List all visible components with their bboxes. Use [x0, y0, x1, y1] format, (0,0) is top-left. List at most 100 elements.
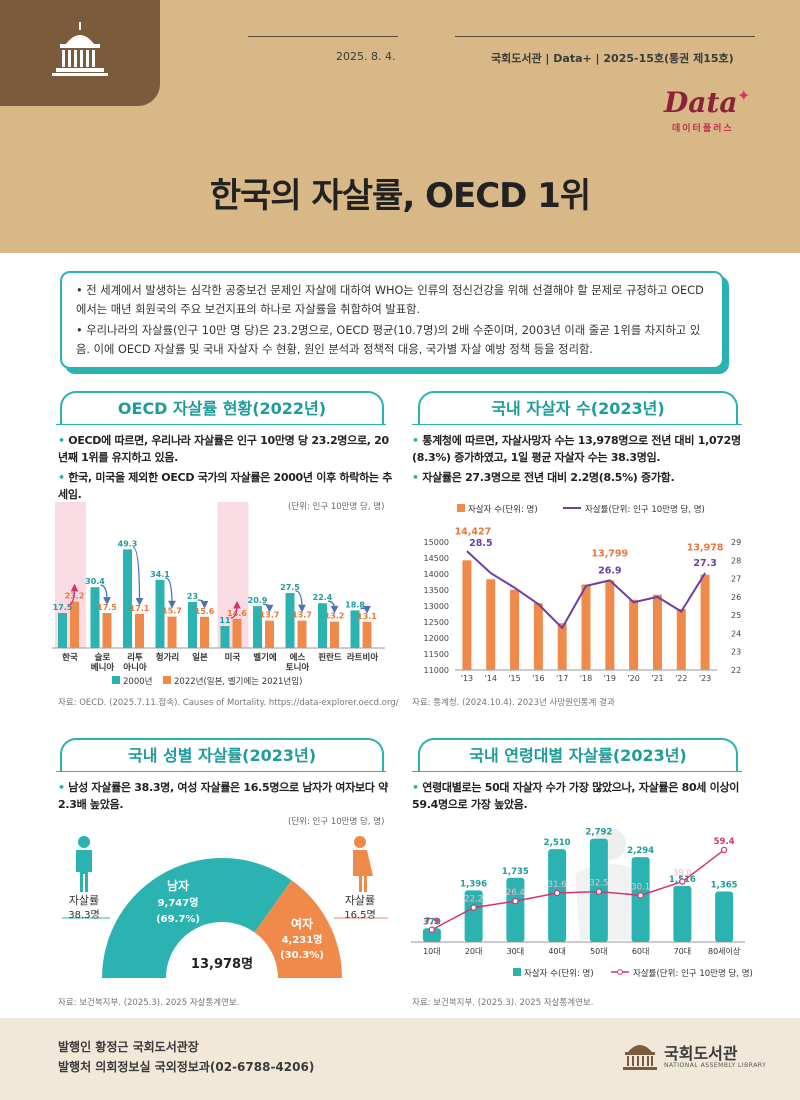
publication-info: 국회도서관 | Data+ | 2025-15호(통권 제15호)	[491, 52, 734, 65]
age-x-tick-6: 70대	[674, 947, 692, 956]
oecd-bar-chart: 17.523.2한국30.417.5슬로베니아49.317.1리투아니아34.1…	[52, 502, 385, 687]
age-x-tick-7: 80세이상	[708, 946, 741, 956]
bar-2000-1	[90, 587, 100, 648]
label-2000-3: 34.1	[150, 570, 170, 579]
trend-arrow-7	[295, 590, 306, 613]
bar-2000-6	[253, 606, 262, 648]
x-tick-3: '16	[532, 674, 544, 683]
label-2000-0: 17.5	[53, 603, 73, 612]
age-rate-label-4: 32.5	[589, 879, 608, 889]
x-tick-0: '13	[461, 674, 473, 683]
category-label-2-0: 리투	[127, 652, 143, 663]
panel-rule-gender	[56, 771, 386, 772]
age-x-tick-5: 60대	[632, 947, 650, 956]
legend-label-rate: 자살률(단위: 인구 10만명 당, 명)	[585, 504, 705, 515]
panel-title-oecd: OECD 자살률 현황(2022년)	[60, 391, 384, 425]
domestic-bullet-text-2: 자살률은 27.3명으로 전년 대비 2.2명(8.5%) 증가함.	[422, 471, 675, 484]
legend-label-2022: 2022년(일본, 벨기에는 2021년임)	[174, 676, 302, 687]
age-rate-point-5	[637, 892, 644, 899]
count-label-6: 13,799	[591, 548, 628, 559]
gender-source: 자료: 보건복지부. (2025.3). 2025 자살통계연보.	[58, 998, 240, 1008]
female-percent: (30.3%)	[280, 950, 324, 961]
count-bar-7	[629, 599, 639, 670]
bar-2000-5	[220, 626, 230, 648]
oecd-bullet-text-1: OECD에 따르면, 우리나라 자살률은 인구 10만명 당 23.2명으로, …	[58, 434, 389, 464]
rate-label-10: 27.3	[693, 558, 716, 569]
label-2000-8: 22.4	[313, 593, 333, 602]
bar-2022-5	[232, 618, 242, 648]
y-left-tick-0: 15000	[424, 538, 449, 547]
logo-tab	[0, 0, 160, 106]
category-label-7-1: 토니아	[286, 662, 310, 673]
summary-text-1: 전 세계에서 발생하는 심각한 공중보건 문제인 자살에 대하여 WHO는 인류…	[76, 284, 704, 316]
y-left-tick-4: 13000	[424, 602, 449, 611]
age-source: 자료: 보건복지부. (2025.3). 2025 자살통계연보.	[412, 998, 594, 1008]
x-tick-10: '23	[699, 674, 711, 683]
domestic-source: 자료: 통계청. (2024.10.4). 2023년 사망원인통계 결과	[412, 698, 615, 708]
label-2022-5: 14.6	[227, 609, 247, 618]
age-rate-label-6: 39.0	[673, 869, 692, 879]
age-combo-chart: 370 10대 1,396 20대 1,735 30대 2,510 40대 2,792 50대 2,…	[411, 828, 753, 979]
bar-2022-0	[70, 601, 79, 648]
count-bar-1	[486, 579, 496, 670]
age-x-tick-1: 20대	[465, 947, 483, 956]
female-rate-value: 16.5명	[344, 909, 375, 921]
age-count-label-1: 1,396	[460, 879, 487, 889]
trend-arrow-2	[132, 546, 144, 606]
label-2000-4: 23	[187, 592, 198, 601]
age-rate-line	[431, 849, 725, 931]
category-label-1-0: 슬로	[95, 652, 111, 663]
legend-label-2000: 2000년	[123, 676, 152, 687]
trend-arrow-0	[67, 583, 79, 606]
age-rate-point-4	[595, 888, 603, 895]
count-bar-10	[700, 574, 710, 670]
domestic-bullet-2: • 자살률은 27.3명으로 전년 대비 2.2명(8.5%) 증가함.	[412, 471, 675, 484]
label-2022-1: 17.5	[97, 603, 117, 612]
age-bar-1	[464, 890, 483, 942]
oecd-source: 자료: OECD. (2025.7.11.접속). Causes of Mort…	[58, 698, 399, 708]
label-2022-8: 13.2	[325, 612, 345, 621]
summary-item-2: • 우리나라의 자살률(인구 10만 명 당)은 23.2명으로, OECD 평…	[76, 324, 701, 356]
female-label: 여자	[291, 916, 313, 931]
trend-arrow-5	[230, 600, 241, 619]
age-legend-label-count: 자살자 수(단위: 명)	[524, 968, 594, 979]
age-bar-7	[715, 891, 734, 942]
x-tick-4: '17	[556, 674, 568, 683]
male-person-icon	[78, 836, 90, 848]
age-x-tick-2: 30대	[507, 947, 525, 956]
summary-text-2: 우리나라의 자살률(인구 10만 명 당)은 23.2명으로, OECD 평균(…	[76, 324, 701, 356]
age-rate-label-5: 30.1	[631, 882, 650, 892]
x-tick-7: '20	[627, 674, 639, 683]
label-2022-9: 13.1	[357, 612, 377, 621]
category-label-8-0: 핀란드	[318, 652, 342, 663]
domestic-bullet-1: • 통계청에 따르면, 자살사망자 수는 13,978명으로 전년 대비 1,0…	[412, 434, 741, 464]
y-left-tick-5: 12500	[424, 618, 449, 627]
female-body-icon	[353, 850, 373, 892]
age-rate-point-1	[470, 904, 477, 911]
footer: 발행인 황정근 국회도서관장 발행처 의회정보실 국외정보과(02-6788-4…	[0, 1018, 800, 1100]
panel-title-gender: 국내 성별 자살률(2023년)	[60, 738, 384, 772]
count-bar-9	[676, 609, 686, 670]
y-left-tick-7: 11500	[424, 650, 449, 659]
male-rate-label: 자살률	[69, 894, 99, 907]
count-bar-4	[557, 623, 567, 670]
bar-2022-8	[330, 621, 339, 648]
category-label-3-0: 헝가리	[156, 652, 179, 663]
header-rule-left	[248, 36, 398, 37]
trend-arrow-1	[100, 584, 111, 605]
library-name: 국회도서관	[664, 1044, 738, 1063]
library-building-icon	[623, 1045, 657, 1070]
age-x-tick-4: 50대	[590, 947, 608, 956]
y-right-tick-0: 29	[731, 538, 741, 547]
bar-2000-9	[350, 610, 360, 648]
male-segment	[102, 858, 292, 978]
trend-arrow-4	[197, 599, 209, 609]
count-bar-3	[533, 603, 543, 670]
male-count: 9,747명	[158, 896, 199, 909]
gender-unit: (단위: 인구 10만명 당, 명)	[288, 817, 385, 827]
domestic-bullet-text-1: 통계청에 따르면, 자살사망자 수는 13,978명으로 전년 대비 1,072…	[412, 434, 741, 464]
rate-label-6: 26.9	[598, 565, 621, 576]
bar-2022-7	[297, 620, 307, 648]
age-rate-point-3	[553, 889, 561, 897]
age-rate-label-0: 7.9	[424, 917, 439, 927]
